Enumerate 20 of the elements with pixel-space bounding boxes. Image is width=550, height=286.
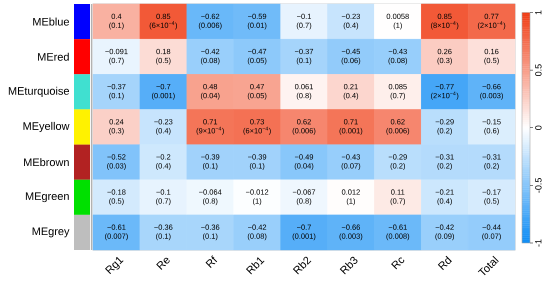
- color-bar-label: -1: [535, 239, 542, 247]
- x-tick-label: Rc: [391, 257, 404, 270]
- color-bar-label: 1: [535, 10, 542, 14]
- y-tick-label: MEblue: [33, 18, 69, 26]
- x-tick-label: Re: [156, 258, 170, 270]
- x-tick-label: Rf: [206, 255, 218, 268]
- color-bar-label: 0.5: [535, 64, 542, 76]
- y-tick-label: MEgreen: [26, 192, 69, 202]
- x-tick-label: Rg1: [104, 256, 124, 274]
- x-tick-label: Rb2: [292, 256, 312, 274]
- y-tick-label: MEbrown: [24, 158, 69, 166]
- y-tick-label: MEyellow: [23, 122, 70, 132]
- y-tick-label: MEred: [38, 52, 69, 61]
- color-bar-label: -0.5: [535, 178, 542, 193]
- color-bar-label: 0: [535, 126, 542, 130]
- y-tick-label: MEturquoise: [8, 86, 69, 97]
- x-tick-label: Rb3: [340, 256, 358, 274]
- y-tick-label: MEgrey: [32, 228, 70, 238]
- x-tick-label: Rb1: [246, 257, 264, 274]
- x-tick-label: Rd: [438, 256, 452, 270]
